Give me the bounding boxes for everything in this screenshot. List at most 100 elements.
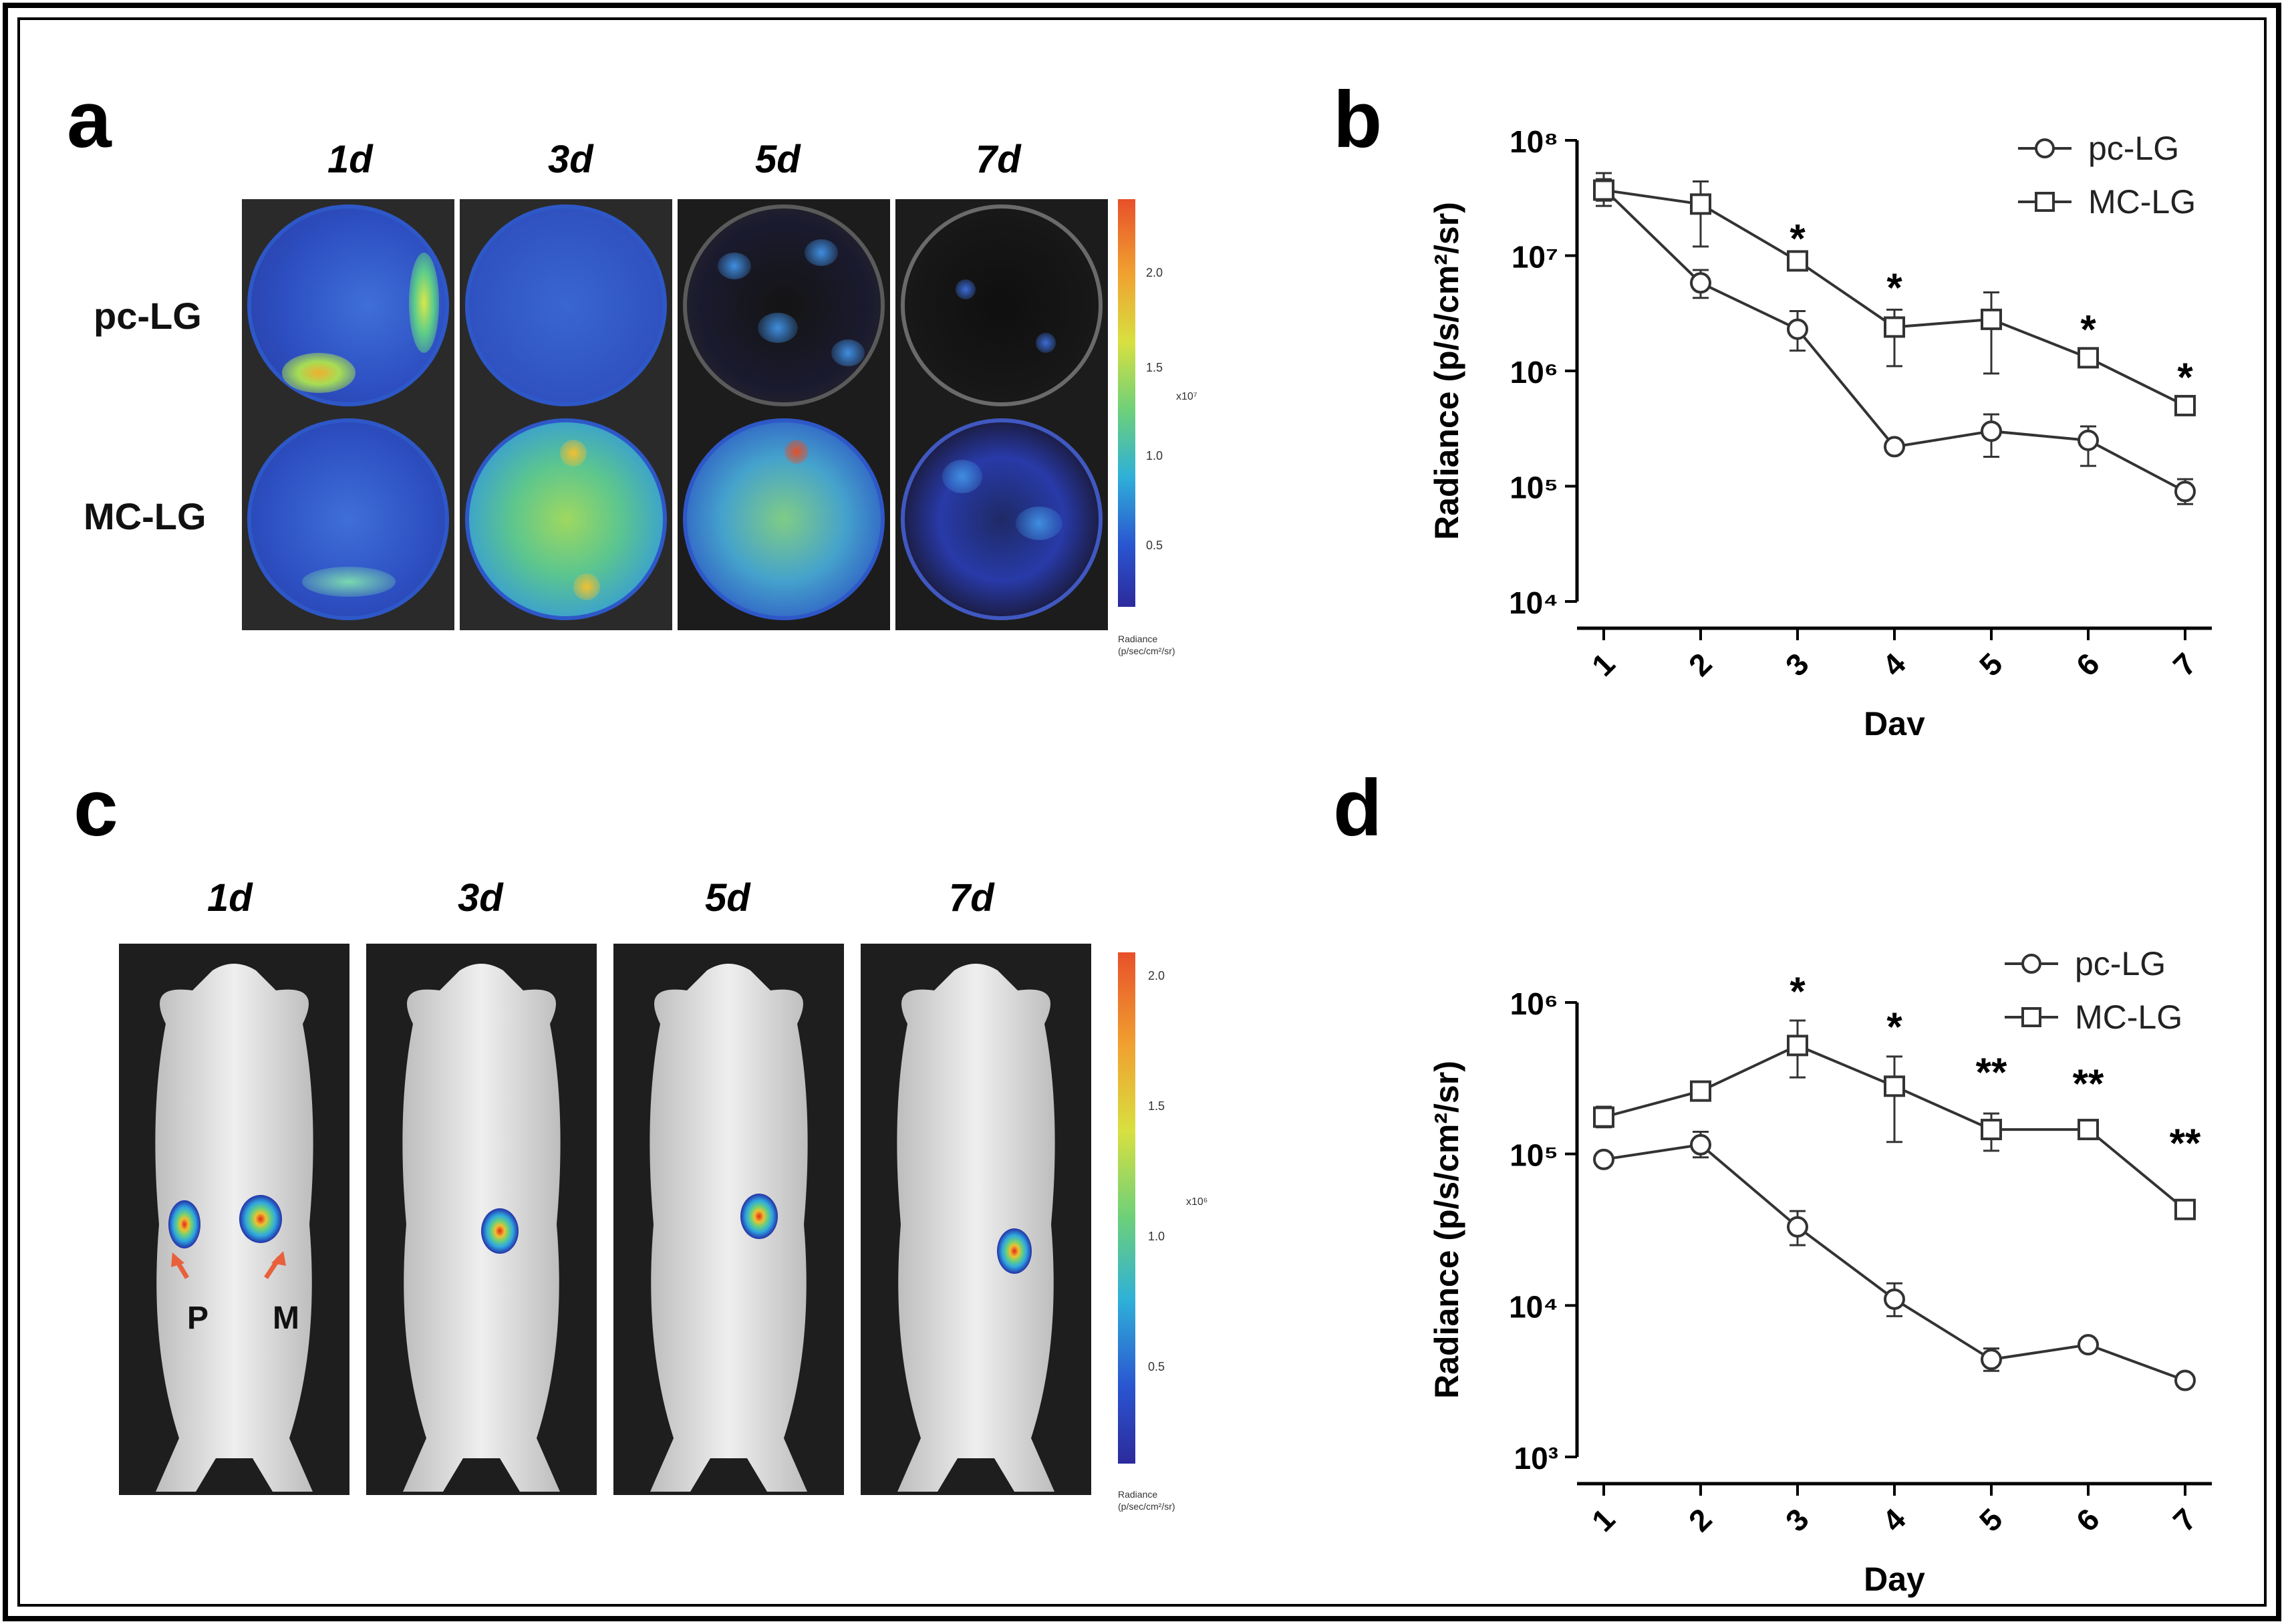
b-point-pc-LG-3 <box>1787 318 1808 340</box>
d-point-MC-LG-3 <box>1787 1035 1808 1057</box>
panel-a-row-pc-lg: pc-LG <box>94 295 202 337</box>
d-xtick-label-2: 2 <box>1682 1502 1719 1538</box>
d-point-MC-LG-2 <box>1690 1080 1711 1102</box>
well-image-7d <box>895 199 1108 630</box>
d-legend-label-pc-LG: pc-LG <box>2075 945 2166 982</box>
luminescence-spot-p <box>168 1200 200 1248</box>
panel-label-b: b <box>1333 75 1383 164</box>
panel-c-cb-title-2: (p/sec/cm²/sr) <box>1118 1501 1175 1512</box>
d-point-pc-LG-1 <box>1593 1148 1614 1170</box>
d-xtick-label-7: 7 <box>2166 1502 2203 1538</box>
d-legend-marker-MC-LG <box>2021 1007 2041 1027</box>
d-significance-5: ** <box>1976 1050 2007 1095</box>
mouse-tile-3d <box>366 944 597 1495</box>
panel-c-day-1d: 1d <box>207 876 253 920</box>
panel-label-d: d <box>1333 763 1383 853</box>
panel-a-day-5d: 5d <box>755 138 801 181</box>
d-significance-6: ** <box>2073 1061 2104 1106</box>
panel-c-colorbar <box>1118 952 1135 1464</box>
panel-a-day-3d: 3d <box>548 138 593 181</box>
luminescence-spot-m <box>239 1195 282 1243</box>
b-xlabel: Day <box>1864 705 1925 735</box>
d-point-MC-LG-6 <box>2078 1119 2099 1141</box>
b-significance-4: * <box>1886 265 1902 310</box>
panel-c-cb-title-1: Radiance <box>1118 1489 1158 1500</box>
b-legend-marker-MC-LG <box>2035 192 2055 212</box>
d-point-pc-LG-3 <box>1787 1216 1808 1238</box>
b-legend-marker-pc-LG <box>2035 138 2055 158</box>
b-significance-6: * <box>2080 307 2096 352</box>
well-image-5d <box>678 199 890 630</box>
mouse-tile-7d <box>861 944 1091 1495</box>
mouse-tile-1d <box>119 944 349 1495</box>
d-significance-7: ** <box>2170 1121 2201 1166</box>
d-point-pc-LG-5 <box>1981 1349 2002 1371</box>
d-point-MC-LG-5 <box>1981 1119 2002 1141</box>
marker-label-m: M <box>273 1301 299 1336</box>
b-ytick-label-5: 10⁵ <box>1510 470 1558 505</box>
panel-a-colorbar <box>1118 199 1135 607</box>
d-ytick-label-5: 10⁵ <box>1510 1138 1558 1173</box>
panel-c-cb-tick-1.0: 1.0 <box>1148 1230 1165 1243</box>
panel-c-day-7d: 7d <box>949 876 994 920</box>
b-xtick-label-6: 6 <box>2069 646 2106 683</box>
d-point-MC-LG-4 <box>1884 1075 1905 1097</box>
panel-a-day-7d: 7d <box>976 138 1021 181</box>
d-point-pc-LG-6 <box>2078 1334 2099 1356</box>
well-image-3d <box>460 199 672 630</box>
b-xtick-label-4: 4 <box>1876 646 1912 683</box>
b-point-pc-LG-4 <box>1884 436 1905 458</box>
b-point-MC-LG-2 <box>1690 193 1711 215</box>
d-significance-4: * <box>1886 1004 1902 1049</box>
d-point-pc-LG-2 <box>1690 1133 1711 1156</box>
b-xtick-label-3: 3 <box>1779 646 1816 683</box>
panel-label-a: a <box>67 75 112 164</box>
b-point-pc-LG-5 <box>1981 420 2002 442</box>
panel-a-cb-tick-1.5: 1.5 <box>1146 361 1163 374</box>
well-image-1d <box>242 199 454 630</box>
chart-d: 10³ 10⁴ 10⁵ 10⁶ 1 2 3 4 5 6 7 Day Radiance (p/s/cm²/… <box>1428 945 2212 1598</box>
b-point-MC-LG-3 <box>1787 250 1808 272</box>
b-xtick-label-1: 1 <box>1585 646 1622 683</box>
b-point-MC-LG-7 <box>2174 394 2196 416</box>
panel-c-cb-tick-1.5: 1.5 <box>1148 1099 1165 1113</box>
panel-c-day-3d: 3d <box>458 876 503 920</box>
b-xtick-label-7: 7 <box>2166 646 2203 683</box>
d-ytick-label-3: 10³ <box>1514 1441 1558 1476</box>
d-point-pc-LG-7 <box>2174 1369 2196 1391</box>
d-significance-3: * <box>1790 969 1806 1014</box>
panel-a-day-1d: 1d <box>327 138 373 181</box>
d-xtick-label-3: 3 <box>1779 1502 1816 1538</box>
b-ylabel: Radiance (p/s/cm²/sr) <box>1428 202 1465 540</box>
d-xtick-label-6: 6 <box>2069 1502 2106 1538</box>
d-point-MC-LG-7 <box>2174 1198 2196 1220</box>
b-point-MC-LG-1 <box>1593 179 1614 201</box>
d-xtick-label-4: 4 <box>1876 1502 1912 1538</box>
mouse-tile-5d <box>613 944 844 1495</box>
b-ytick-label-8: 10⁸ <box>1510 124 1558 159</box>
d-ytick-label-4: 10⁴ <box>1509 1289 1558 1324</box>
d-legend-marker-pc-LG <box>2021 954 2041 974</box>
b-ytick-label-6: 10⁶ <box>1510 355 1558 390</box>
panel-a-cb-tick-1.0: 1.0 <box>1146 449 1163 462</box>
mouse-images <box>119 944 1091 1495</box>
b-point-pc-LG-7 <box>2174 481 2196 503</box>
d-ylabel: Radiance (p/s/cm²/sr) <box>1428 1061 1465 1399</box>
panel-c-cb-tick-2.0: 2.0 <box>1148 969 1165 982</box>
b-point-pc-LG-6 <box>2078 429 2099 451</box>
d-xtick-label-1: 1 <box>1585 1502 1622 1538</box>
d-legend-label-MC-LG: MC-LG <box>2075 998 2182 1036</box>
panel-a-cb-tick-2.0: 2.0 <box>1146 266 1163 279</box>
b-xtick-label-2: 2 <box>1682 646 1719 683</box>
panel-a-cb-tick-0.5: 0.5 <box>1146 539 1163 552</box>
panel-a-cb-exponent: x10⁷ <box>1176 391 1197 402</box>
b-legend-label-pc-LG: pc-LG <box>2088 130 2179 167</box>
panel-c-day-5d: 5d <box>705 876 750 920</box>
b-legend-label-MC-LG: MC-LG <box>2088 183 2196 221</box>
b-ytick-label-4: 10⁴ <box>1509 585 1558 620</box>
panel-a-cb-title-1: Radiance <box>1118 634 1158 644</box>
d-ytick-label-6: 10⁶ <box>1510 986 1558 1021</box>
